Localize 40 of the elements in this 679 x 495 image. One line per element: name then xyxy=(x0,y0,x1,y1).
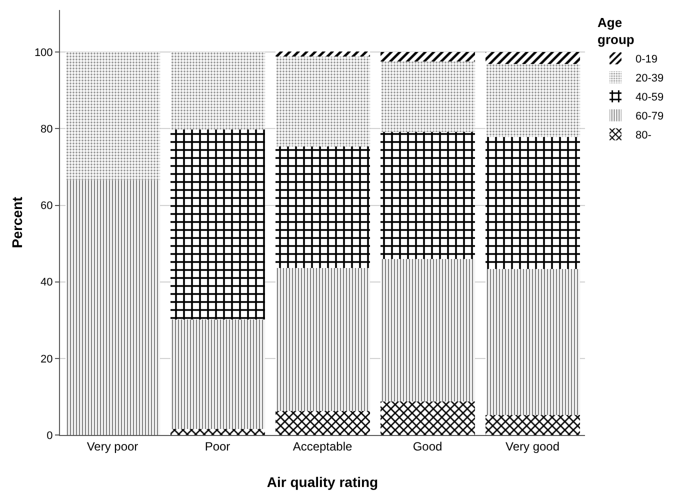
text: 20-39 xyxy=(636,72,664,85)
text: 80- xyxy=(636,130,652,142)
bar xyxy=(275,51,370,56)
y-tick-label: 60 xyxy=(40,200,53,212)
bar xyxy=(485,415,580,435)
x-tick-label: Very good xyxy=(505,439,560,454)
y-tick-label: 80 xyxy=(40,124,53,136)
bar xyxy=(380,52,475,62)
bar xyxy=(485,52,580,64)
x-axis-title: Air quality rating xyxy=(266,474,378,490)
bar xyxy=(170,319,265,429)
y-tick-label: 0 xyxy=(46,430,53,442)
x-tick-label: Very poor xyxy=(86,439,138,454)
y-tick-label: 100 xyxy=(34,46,53,59)
x-tick-label: Poor xyxy=(204,439,230,454)
bar xyxy=(170,428,265,435)
bar xyxy=(380,132,475,259)
x-tick-label: Good xyxy=(412,439,442,454)
bar xyxy=(275,56,370,146)
bar xyxy=(275,268,370,411)
y-axis-title: Percent xyxy=(9,196,25,248)
bar xyxy=(380,258,475,402)
bar xyxy=(485,269,580,416)
bar xyxy=(380,402,475,435)
bar xyxy=(485,137,580,270)
text: 0-19 xyxy=(636,54,658,66)
text: 40-59 xyxy=(636,92,664,104)
bar xyxy=(65,180,160,435)
y-tick-label: 40 xyxy=(40,276,53,289)
bar xyxy=(380,61,475,132)
legend-title: Age group xyxy=(598,14,634,47)
bar xyxy=(170,52,265,130)
bar xyxy=(65,52,160,180)
bar xyxy=(275,146,370,268)
bar xyxy=(275,410,370,435)
bar xyxy=(485,64,580,138)
x-tick-label: Acceptable xyxy=(292,439,353,454)
y-tick-label: 20 xyxy=(40,353,53,366)
bar xyxy=(170,129,265,320)
text: 60-79 xyxy=(636,110,664,123)
